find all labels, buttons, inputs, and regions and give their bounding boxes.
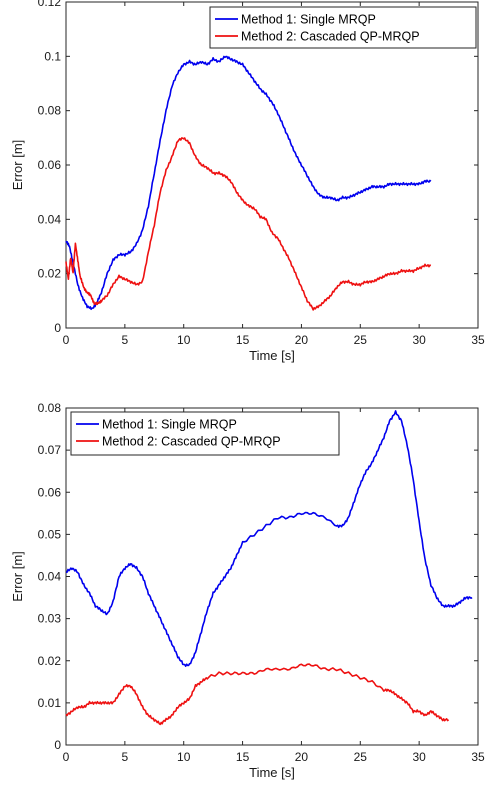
y-tick-label: 0.12: [38, 0, 62, 9]
plot-frame: [65, 407, 479, 746]
x-tick-label: 10: [177, 750, 191, 764]
x-tick-label: 35: [471, 750, 485, 764]
x-tick-label: 15: [236, 750, 250, 764]
y-tick-label: 0.06: [38, 485, 62, 499]
x-tick-label: 5: [122, 333, 129, 347]
y-tick-label: 0.04: [38, 570, 62, 584]
x-tick-label: 10: [177, 333, 191, 347]
x-tick-label: 35: [471, 333, 485, 347]
x-axis-title: Time [s]: [249, 348, 295, 363]
series-line-2: [65, 663, 450, 726]
legend-label: Method 1: Single MRQP: [102, 418, 237, 432]
x-tick-label: 20: [295, 750, 309, 764]
x-tick-label: 25: [354, 333, 368, 347]
series-line-1: [65, 410, 473, 668]
legend-box: [209, 6, 477, 49]
legend-label: Method 2: Cascaded QP-MRQP: [102, 435, 281, 449]
y-tick-label: 0.02: [38, 267, 62, 281]
x-tick-label: 15: [236, 333, 250, 347]
y-tick-label: 0.07: [38, 443, 62, 457]
y-tick-label: 0: [54, 738, 61, 752]
series-line-1: [65, 55, 432, 311]
legend-label: Method 2: Cascaded QP-MRQP: [241, 30, 420, 44]
legend-box: [70, 411, 340, 456]
y-tick-label: 0.03: [38, 612, 62, 626]
y-tick-label: 0.04: [38, 212, 62, 226]
series-line-2: [65, 137, 432, 311]
y-tick-label: 0: [54, 321, 61, 335]
x-tick-label: 25: [354, 750, 368, 764]
y-tick-label: 0.05: [38, 527, 62, 541]
y-axis-title: Error [m]: [10, 140, 25, 191]
y-axis-title: Error [m]: [10, 551, 25, 602]
legend: Method 1: Single MRQP Method 2: Cascaded …: [209, 6, 477, 49]
x-tick-label: 5: [122, 750, 129, 764]
y-tick-label: 0.1: [44, 49, 61, 63]
x-tick-label: 20: [295, 333, 309, 347]
chart-panel-2: 0 5 10 15 20 25 30 35 0 0.01 0.02 0.03 0.04 0.05 0.06 0…: [10, 401, 485, 780]
x-axis-title: Time [s]: [249, 765, 295, 780]
y-tick-label: 0.02: [38, 654, 62, 668]
y-tick-label: 0.06: [38, 158, 62, 172]
chart-panel-1: 0 5 10 15 20 25 30 35 0 0.02 0.04 0.06 0.08 0.1 0.12 Ti…: [10, 0, 485, 363]
x-tick-label: 30: [412, 750, 426, 764]
y-tick-label: 0.08: [38, 401, 62, 415]
legend-label: Method 1: Single MRQP: [241, 13, 376, 27]
y-tick-label: 0.01: [38, 696, 62, 710]
plot-frame: [65, 1, 479, 329]
y-tick-label: 0.08: [38, 104, 62, 118]
x-tick-label: 0: [63, 750, 70, 764]
x-tick-label: 30: [412, 333, 426, 347]
legend: Method 1: Single MRQP Method 2: Cascaded …: [70, 411, 340, 456]
x-tick-label: 0: [63, 333, 70, 347]
